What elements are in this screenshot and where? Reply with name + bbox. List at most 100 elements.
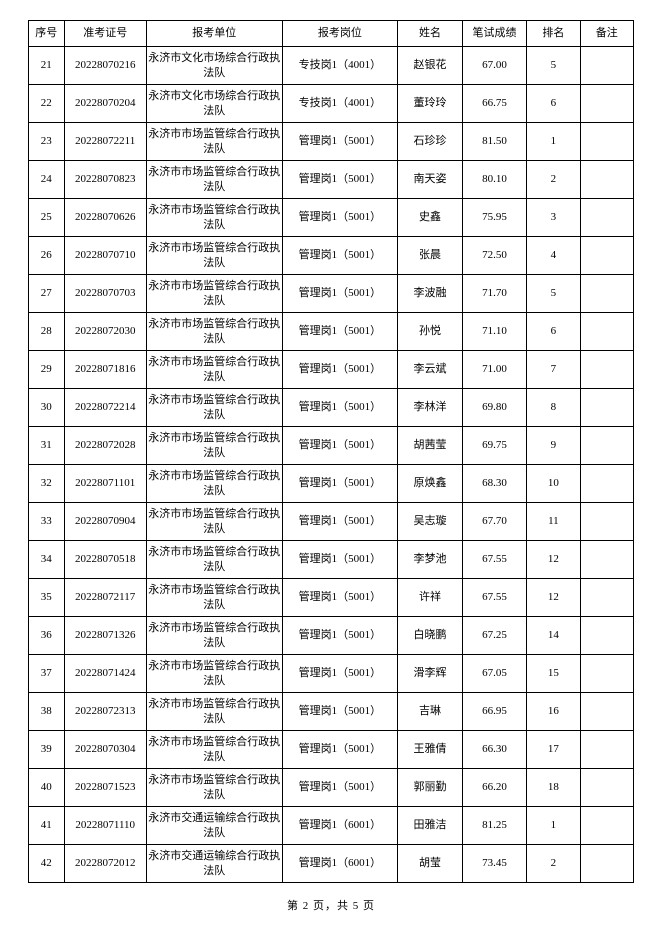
- cell-unit: 永济市市场监管综合行政执法队: [146, 731, 282, 769]
- cell-name: 吴志璇: [398, 503, 463, 541]
- cell-id: 20228070216: [64, 47, 146, 85]
- cell-post: 管理岗1（5001）: [282, 123, 398, 161]
- cell-seq: 40: [29, 769, 65, 807]
- header-row: 序号 准考证号 报考单位 报考岗位 姓名 笔试成绩 排名 备注: [29, 21, 634, 47]
- cell-note: [580, 541, 633, 579]
- col-header-unit: 报考单位: [146, 21, 282, 47]
- cell-note: [580, 85, 633, 123]
- col-header-rank: 排名: [527, 21, 580, 47]
- cell-id: 20228071523: [64, 769, 146, 807]
- cell-unit: 永济市文化市场综合行政执法队: [146, 47, 282, 85]
- cell-note: [580, 427, 633, 465]
- table-row: 2420228070823永济市市场监管综合行政执法队管理岗1（5001）南天姿…: [29, 161, 634, 199]
- cell-note: [580, 47, 633, 85]
- cell-note: [580, 579, 633, 617]
- table-row: 3120228072028永济市市场监管综合行政执法队管理岗1（5001）胡茜莹…: [29, 427, 634, 465]
- cell-score: 81.50: [462, 123, 527, 161]
- cell-name: 史鑫: [398, 199, 463, 237]
- cell-seq: 36: [29, 617, 65, 655]
- cell-note: [580, 655, 633, 693]
- cell-name: 原焕鑫: [398, 465, 463, 503]
- cell-name: 吉琳: [398, 693, 463, 731]
- cell-id: 20228071101: [64, 465, 146, 503]
- cell-id: 20228072117: [64, 579, 146, 617]
- cell-post: 管理岗1（5001）: [282, 199, 398, 237]
- cell-score: 66.75: [462, 85, 527, 123]
- cell-score: 71.10: [462, 313, 527, 351]
- cell-seq: 24: [29, 161, 65, 199]
- table-row: 4120228071110永济市交通运输综合行政执法队管理岗1（6001）田雅洁…: [29, 807, 634, 845]
- table-row: 2320228072211永济市市场监管综合行政执法队管理岗1（5001）石珍珍…: [29, 123, 634, 161]
- cell-unit: 永济市市场监管综合行政执法队: [146, 237, 282, 275]
- cell-seq: 29: [29, 351, 65, 389]
- cell-rank: 6: [527, 313, 580, 351]
- cell-score: 67.55: [462, 541, 527, 579]
- table-row: 2920228071816永济市市场监管综合行政执法队管理岗1（5001）李云斌…: [29, 351, 634, 389]
- cell-post: 管理岗1（5001）: [282, 465, 398, 503]
- cell-note: [580, 503, 633, 541]
- cell-id: 20228071110: [64, 807, 146, 845]
- cell-id: 20228070904: [64, 503, 146, 541]
- cell-seq: 28: [29, 313, 65, 351]
- cell-rank: 1: [527, 807, 580, 845]
- cell-note: [580, 123, 633, 161]
- cell-score: 75.95: [462, 199, 527, 237]
- cell-rank: 9: [527, 427, 580, 465]
- cell-score: 73.45: [462, 845, 527, 883]
- cell-post: 管理岗1（5001）: [282, 161, 398, 199]
- cell-note: [580, 389, 633, 427]
- cell-id: 20228070204: [64, 85, 146, 123]
- table-row: 3620228071326永济市市场监管综合行政执法队管理岗1（5001）白晓鹏…: [29, 617, 634, 655]
- cell-name: 李林洋: [398, 389, 463, 427]
- cell-post: 专技岗1（4001）: [282, 47, 398, 85]
- cell-id: 20228070823: [64, 161, 146, 199]
- cell-id: 20228072313: [64, 693, 146, 731]
- cell-unit: 永济市市场监管综合行政执法队: [146, 769, 282, 807]
- page-footer: 第 2 页，共 5 页: [28, 897, 634, 913]
- cell-name: 胡茜莹: [398, 427, 463, 465]
- cell-rank: 5: [527, 47, 580, 85]
- cell-post: 管理岗1（5001）: [282, 237, 398, 275]
- cell-post: 专技岗1（4001）: [282, 85, 398, 123]
- table-row: 3220228071101永济市市场监管综合行政执法队管理岗1（5001）原焕鑫…: [29, 465, 634, 503]
- cell-seq: 27: [29, 275, 65, 313]
- cell-score: 66.95: [462, 693, 527, 731]
- cell-name: 王雅倩: [398, 731, 463, 769]
- cell-score: 81.25: [462, 807, 527, 845]
- table-head: 序号 准考证号 报考单位 报考岗位 姓名 笔试成绩 排名 备注: [29, 21, 634, 47]
- table-row: 3020228072214永济市市场监管综合行政执法队管理岗1（5001）李林洋…: [29, 389, 634, 427]
- cell-unit: 永济市市场监管综合行政执法队: [146, 503, 282, 541]
- cell-id: 20228072012: [64, 845, 146, 883]
- col-header-name: 姓名: [398, 21, 463, 47]
- cell-score: 69.75: [462, 427, 527, 465]
- cell-note: [580, 161, 633, 199]
- cell-post: 管理岗1（6001）: [282, 807, 398, 845]
- cell-rank: 14: [527, 617, 580, 655]
- cell-rank: 8: [527, 389, 580, 427]
- cell-unit: 永济市市场监管综合行政执法队: [146, 351, 282, 389]
- cell-post: 管理岗1（5001）: [282, 541, 398, 579]
- cell-rank: 7: [527, 351, 580, 389]
- cell-unit: 永济市市场监管综合行政执法队: [146, 655, 282, 693]
- cell-score: 69.80: [462, 389, 527, 427]
- cell-rank: 18: [527, 769, 580, 807]
- cell-id: 20228070518: [64, 541, 146, 579]
- cell-name: 白晓鹏: [398, 617, 463, 655]
- cell-seq: 25: [29, 199, 65, 237]
- cell-unit: 永济市市场监管综合行政执法队: [146, 275, 282, 313]
- table-row: 3320228070904永济市市场监管综合行政执法队管理岗1（5001）吴志璇…: [29, 503, 634, 541]
- cell-unit: 永济市交通运输综合行政执法队: [146, 845, 282, 883]
- cell-score: 66.30: [462, 731, 527, 769]
- cell-rank: 2: [527, 161, 580, 199]
- score-table: 序号 准考证号 报考单位 报考岗位 姓名 笔试成绩 排名 备注 2 1 202280…: [28, 20, 634, 883]
- cell-seq: 26: [29, 237, 65, 275]
- cell-note: [580, 769, 633, 807]
- cell-unit: 永济市交通运输综合行政执法队: [146, 807, 282, 845]
- cell-unit: 永济市市场监管综合行政执法队: [146, 693, 282, 731]
- cell-seq: 41: [29, 807, 65, 845]
- cell-post: 管理岗1（5001）: [282, 389, 398, 427]
- table-row: 3420228070518永济市市场监管综合行政执法队管理岗1（5001）李梦池…: [29, 541, 634, 579]
- cell-note: [580, 237, 633, 275]
- table-row: 3920228070304永济市市场监管综合行政执法队管理岗1（5001）王雅倩…: [29, 731, 634, 769]
- cell-id: 20228070626: [64, 199, 146, 237]
